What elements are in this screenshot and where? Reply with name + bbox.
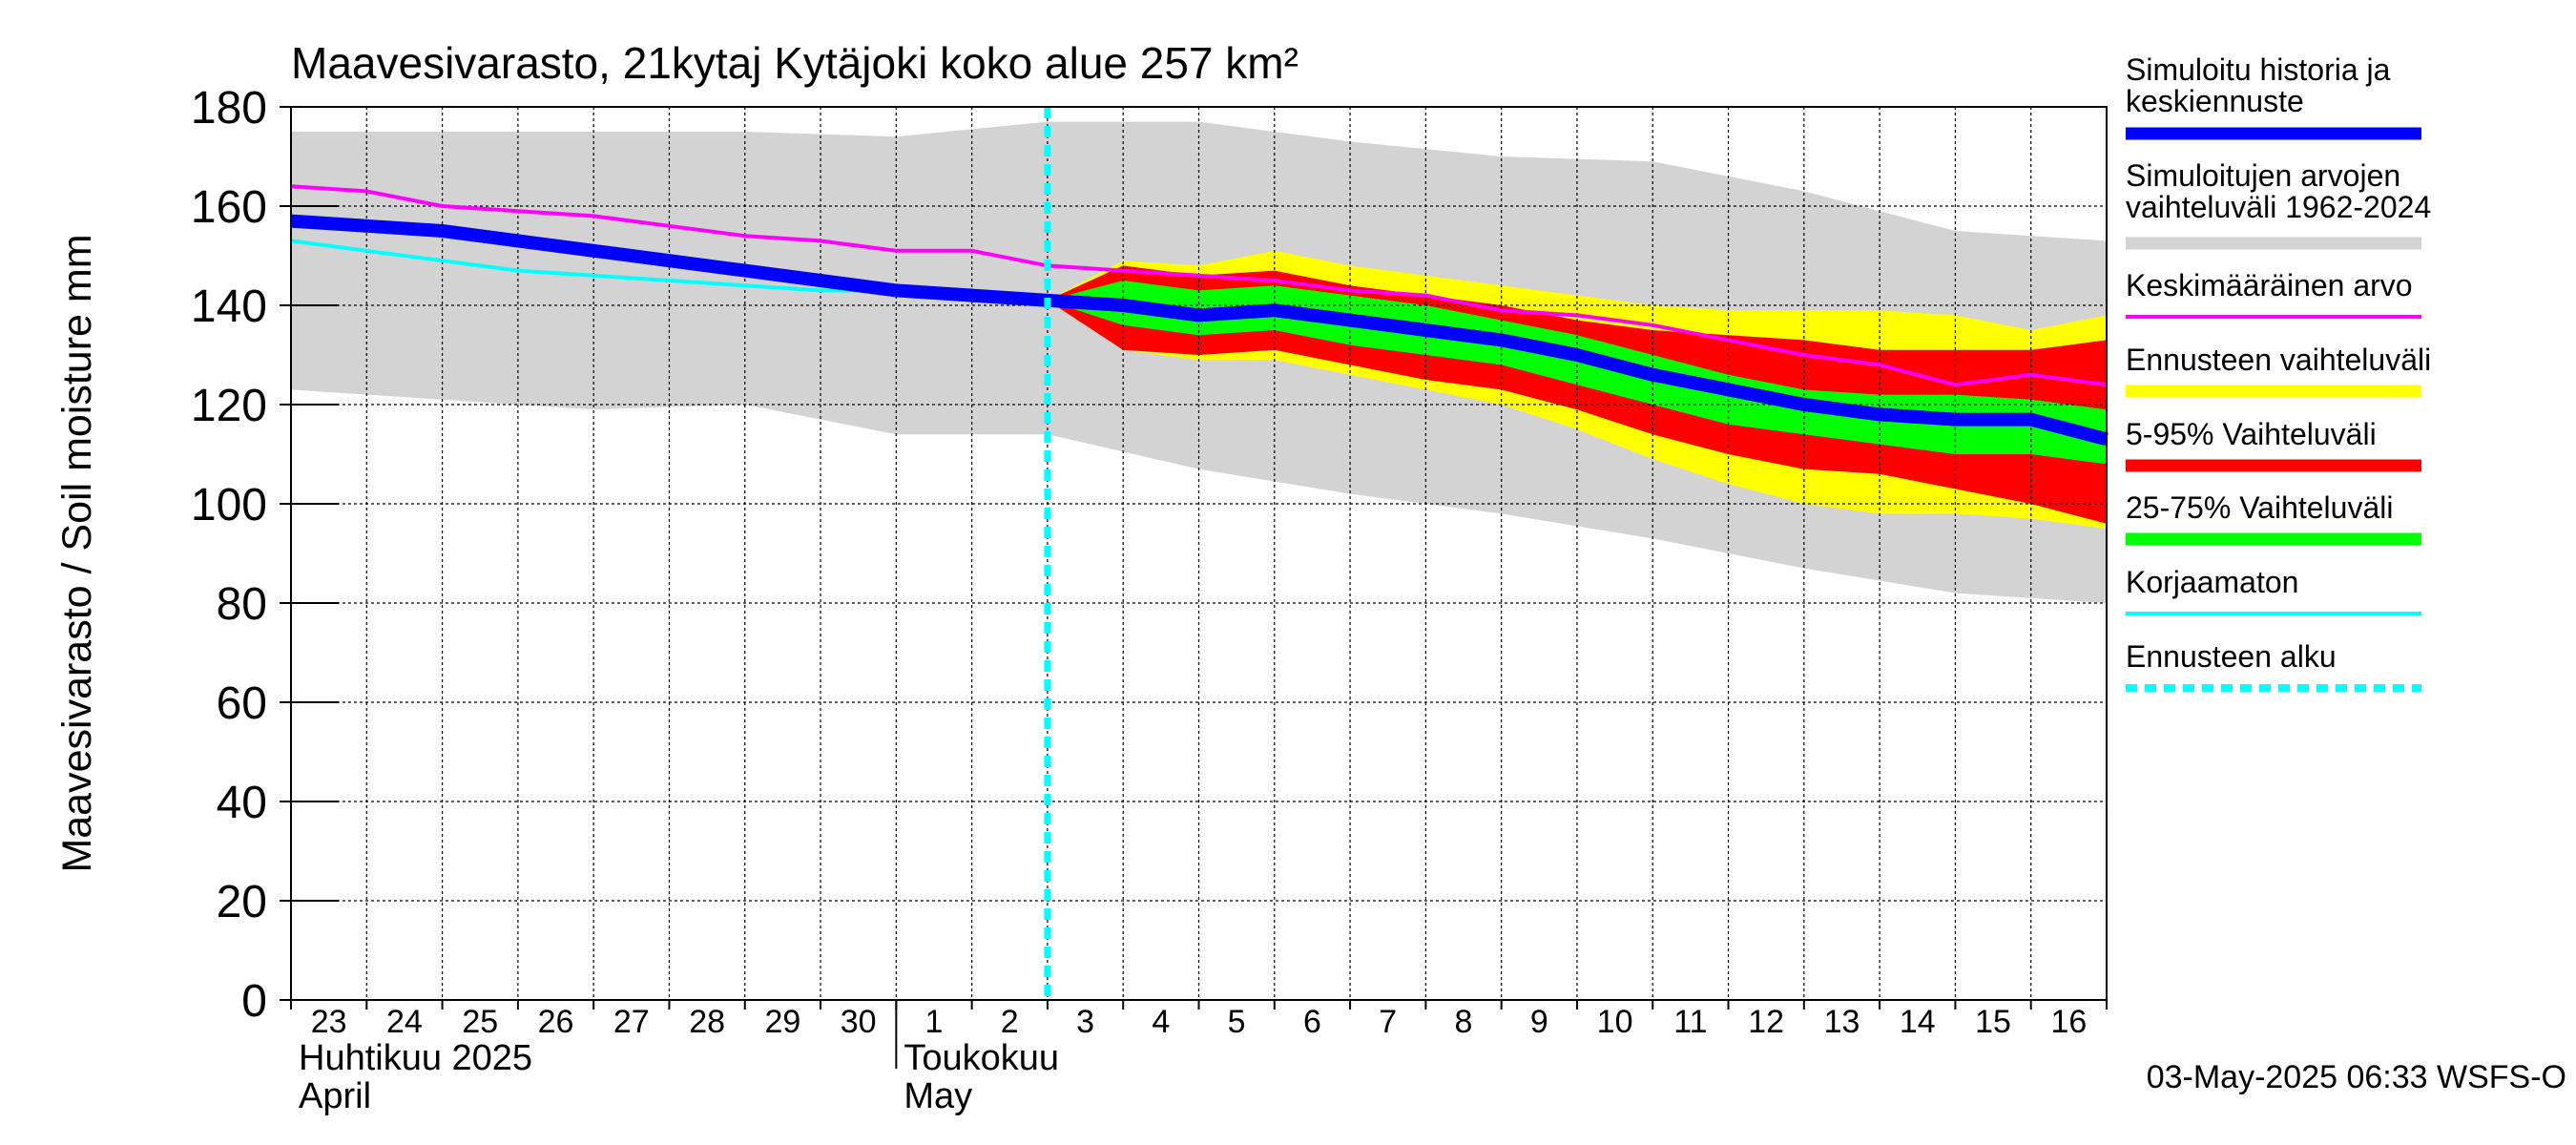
x-day-label-17: 10 [1597, 1004, 1633, 1040]
y-tick-label-2: 40 [217, 778, 267, 828]
y-tick-label-0: 0 [241, 976, 267, 1027]
legend-label-1-0: Simuloitujen arvojen [2126, 158, 2400, 193]
x-day-label-1: 24 [386, 1004, 423, 1040]
x-day-label-13: 6 [1303, 1004, 1321, 1040]
band-layer [291, 121, 2107, 603]
line-layer [290, 107, 2109, 1000]
series-line-4 [290, 184, 2108, 387]
x-day-label-11: 4 [1152, 1004, 1170, 1040]
x-day-label-4: 27 [613, 1004, 650, 1040]
x-day-label-0: 23 [311, 1004, 347, 1040]
x-day-label-20: 13 [1824, 1004, 1860, 1040]
x-day-label-8: 1 [925, 1004, 944, 1040]
y-axis-label: Maavesivarasto / Soil moisture mm [54, 234, 100, 872]
x-day-label-22: 15 [1975, 1004, 2011, 1040]
x-day-label-12: 5 [1228, 1004, 1246, 1040]
series-line-5 [290, 239, 897, 293]
y-tick-label-5: 100 [191, 480, 267, 531]
x-day-label-7: 30 [841, 1004, 877, 1040]
legend-label-7-0: Ennusteen alku [2126, 639, 2337, 674]
x-day-label-21: 14 [1900, 1004, 1936, 1040]
legend-label-5-0: 25-75% Vaihteluväli [2126, 490, 2393, 525]
x-day-label-15: 8 [1455, 1004, 1473, 1040]
legend-label-0-0: Simuloitu historia ja [2126, 52, 2391, 87]
y-tick-label-1: 20 [217, 877, 267, 927]
series-line-6 [290, 214, 2109, 447]
x-day-label-9: 2 [1001, 1004, 1019, 1040]
y-tick-label-8: 160 [191, 182, 267, 233]
legend-label-3-0: Ennusteen vaihteluväli [2126, 343, 2431, 377]
y-tick-label-9: 180 [191, 83, 267, 134]
x-day-label-18: 11 [1673, 1004, 1707, 1040]
chart-title: Maavesivarasto, 21kytaj Kytäjoki koko al… [291, 38, 1298, 88]
x-day-label-10: 3 [1076, 1004, 1094, 1040]
y-tick-label-6: 120 [191, 381, 267, 431]
legend-label-2-0: Keskimääräinen arvo [2126, 268, 2413, 302]
x-day-label-16: 9 [1530, 1004, 1548, 1040]
month-label-en-0: April [299, 1076, 371, 1116]
y-tick-label-7: 140 [191, 281, 267, 332]
x-day-label-19: 12 [1748, 1004, 1784, 1040]
x-day-label-14: 7 [1379, 1004, 1397, 1040]
x-day-label-2: 25 [462, 1004, 498, 1040]
legend-label-6-0: Korjaamaton [2126, 565, 2298, 599]
legend-label-4-0: 5-95% Vaihteluväli [2126, 417, 2377, 451]
y-tick-label-4: 80 [217, 579, 267, 630]
legend-label-1-1: vaihteluväli 1962-2024 [2126, 190, 2431, 224]
month-label-fi-0: Huhtikuu 2025 [299, 1038, 532, 1078]
x-day-label-3: 26 [538, 1004, 574, 1040]
month-label-fi-1: Toukokuu [904, 1038, 1059, 1078]
series-band-0 [291, 121, 2107, 603]
footer-timestamp: 03-May-2025 06:33 WSFS-O [2147, 1059, 2566, 1095]
x-day-label-6: 29 [764, 1004, 800, 1040]
month-label-en-1: May [904, 1076, 972, 1116]
x-day-label-5: 28 [689, 1004, 725, 1040]
legend-label-0-1: keskiennuste [2126, 84, 2304, 118]
x-day-label-23: 16 [2050, 1004, 2087, 1040]
y-tick-label-3: 60 [217, 678, 267, 729]
